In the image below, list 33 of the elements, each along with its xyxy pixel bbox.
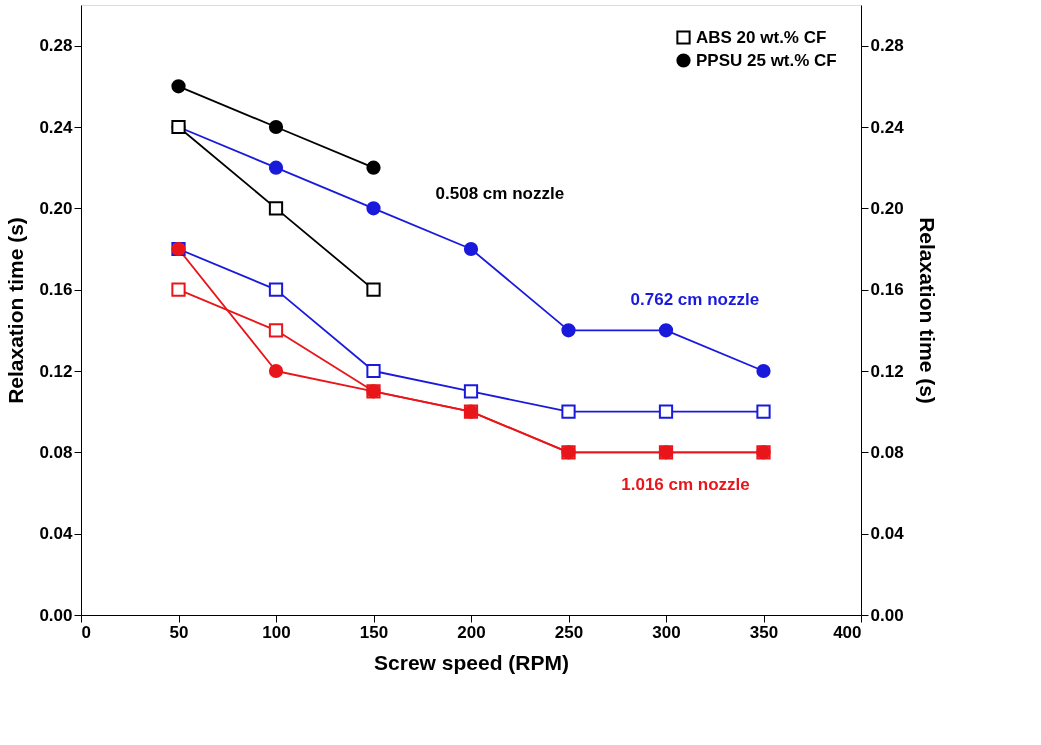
y-tick-label: 0.08 [39, 442, 73, 462]
y2-tick-label: 0.04 [870, 524, 905, 544]
y2-tick-label: 0.28 [870, 36, 904, 56]
x-tick-label: 400 [833, 622, 862, 642]
legend-label: PPSU 25 wt.% CF [696, 50, 837, 70]
y-tick-label: 0.16 [39, 280, 73, 300]
y-axis-title: Relaxation time (s) [4, 217, 28, 404]
x-tick-label: 250 [554, 622, 584, 642]
y-tick-label: 0.04 [39, 524, 74, 544]
y2-tick-label: 0.24 [870, 117, 905, 137]
y2-tick-label: 0.20 [870, 198, 904, 218]
y-tick-label: 0.00 [39, 605, 73, 625]
y-tick-label: 0.12 [39, 361, 73, 381]
annotation: 0.508 cm nozzle [435, 184, 565, 204]
y2-tick-label: 0.08 [870, 442, 904, 462]
y2-tick-label: 0.12 [870, 361, 904, 381]
y-tick-label: 0.24 [39, 117, 74, 137]
legend-label: ABS 20 wt.% CF [696, 27, 827, 47]
x-tick-label: 200 [457, 622, 486, 642]
annotation: 1.016 cm nozzle [621, 475, 750, 495]
y-tick-label: 0.20 [39, 198, 73, 218]
y-tick-label: 0.28 [39, 36, 73, 56]
x-tick-label: 150 [359, 622, 389, 642]
x-tick-label: 50 [169, 622, 189, 642]
x-axis-title: Screw speed (RPM) [374, 650, 569, 674]
annotation: 0.762 cm nozzle [630, 289, 760, 309]
y2-tick-label: 0.00 [870, 605, 904, 625]
x-tick-label: 300 [652, 622, 681, 642]
y2-tick-label: 0.16 [870, 280, 904, 300]
y2-axis-title: Relaxation time (s) [915, 217, 939, 404]
x-tick-label: 100 [262, 622, 291, 642]
x-tick-label: 0 [81, 622, 91, 642]
x-tick-label: 350 [749, 622, 779, 642]
